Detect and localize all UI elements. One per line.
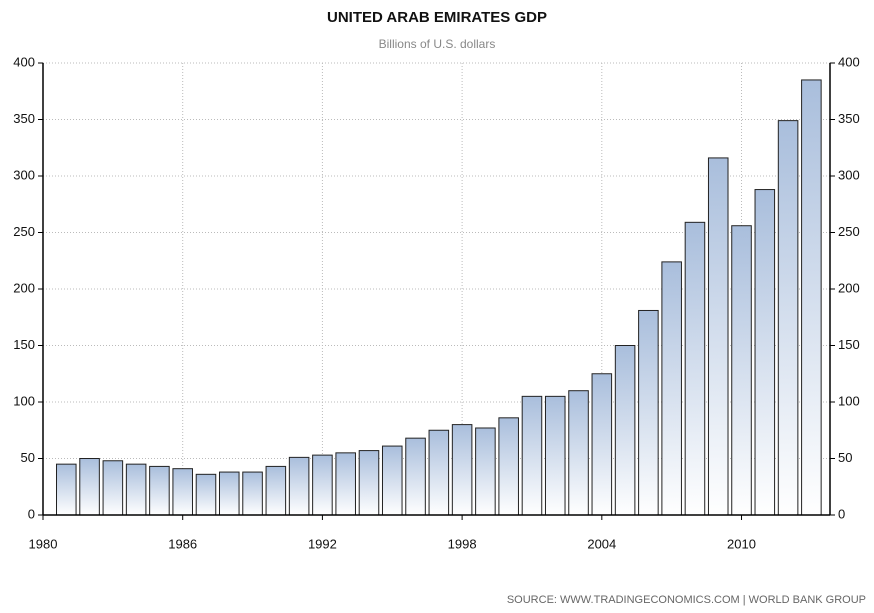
bar: [777, 120, 799, 516]
y2-tick-label: 50: [838, 450, 852, 465]
bar: [102, 460, 124, 516]
y2-tick-label: 0: [838, 506, 845, 521]
bar: [218, 471, 240, 516]
bar: [195, 473, 217, 516]
y-tick-label: 250: [13, 224, 35, 239]
x-tick-label: 1992: [308, 536, 337, 551]
bar: [172, 468, 193, 516]
bar: [801, 79, 822, 516]
chart-subtitle: Billions of U.S. dollars: [379, 37, 496, 51]
y2-tick-label: 100: [838, 393, 860, 408]
bar: [288, 456, 310, 516]
bar: [521, 395, 543, 516]
x-tick-label: 1986: [168, 536, 197, 551]
y-tick-label: 100: [13, 393, 35, 408]
bar: [56, 463, 77, 516]
bar: [731, 225, 752, 516]
y2-tick-label: 250: [838, 224, 860, 239]
bar: [125, 463, 147, 516]
y-tick-label: 150: [13, 337, 35, 352]
source: SOURCE: WWW.TRADINGECONOMICS.COM | WORLD…: [507, 594, 866, 606]
bar: [381, 445, 403, 516]
bar: [684, 221, 706, 516]
bar: [428, 429, 450, 516]
bar: [405, 437, 426, 516]
bar: [638, 309, 659, 516]
bar: [451, 424, 473, 516]
bar: [475, 427, 496, 516]
bar: [498, 417, 519, 516]
bar: [79, 458, 100, 516]
bar: [754, 189, 776, 516]
chart-title: UNITED ARAB EMIRATES GDP: [327, 9, 547, 26]
bar: [242, 471, 263, 516]
y-tick-label: 350: [13, 111, 35, 126]
y-tick-label: 200: [13, 280, 35, 295]
bar: [544, 395, 566, 516]
bar: [591, 373, 613, 516]
y-tick-label: 0: [28, 506, 35, 521]
bar: [661, 261, 682, 516]
x-tick-label: 2004: [587, 536, 616, 551]
bar: [614, 345, 636, 516]
x-tick-label: 1998: [448, 536, 477, 551]
bar: [568, 390, 589, 516]
x-tick-label: 1980: [29, 536, 58, 551]
bar: [265, 465, 287, 516]
y-tick-label: 400: [13, 54, 35, 69]
y2-tick-label: 300: [838, 167, 860, 182]
x-tick-label: 2010: [727, 536, 756, 551]
bar: [335, 452, 356, 516]
y-tick-label: 300: [13, 167, 35, 182]
y2-tick-label: 350: [838, 111, 860, 126]
bar: [149, 465, 170, 516]
y2-tick-label: 150: [838, 337, 860, 352]
y2-tick-label: 200: [838, 280, 860, 295]
bar: [312, 454, 333, 516]
y2-tick-label: 400: [838, 54, 860, 69]
bar: [358, 450, 380, 516]
y-tick-label: 50: [21, 450, 35, 465]
bar: [707, 157, 729, 516]
